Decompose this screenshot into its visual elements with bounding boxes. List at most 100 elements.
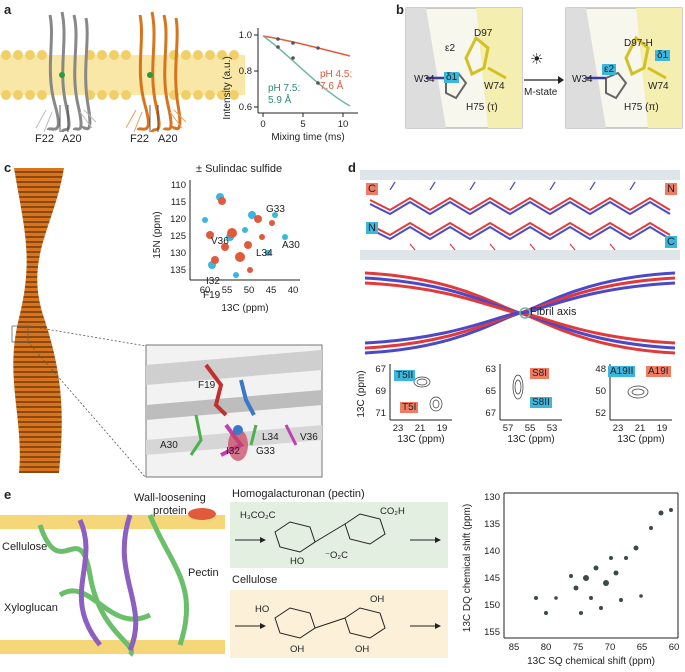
lipid-membrane <box>0 50 245 100</box>
c-xtick-45: 45 <box>266 285 277 296</box>
d-c-top: C <box>366 183 378 195</box>
e-ytick-150: 150 <box>484 600 500 611</box>
d2-label-s8ii: S8II <box>530 397 552 408</box>
d1-xtick-21: 21 <box>415 423 426 434</box>
m-state-label: M-state <box>524 87 558 98</box>
red-decay-curve <box>262 35 351 57</box>
d-c-bottom: C <box>665 236 677 248</box>
d3-ytick-50: 50 <box>595 386 606 397</box>
ph75-label: pH 7.5: 5.9 Å <box>268 83 301 106</box>
zoom-a30: A30 <box>160 440 178 451</box>
d3-xtick-21: 21 <box>635 423 646 434</box>
d1-xtick-19: 19 <box>437 423 448 434</box>
b-right-eps2: ε2 <box>602 64 617 75</box>
zoom-structure <box>145 344 323 478</box>
d3-label-a19i: A19I <box>646 366 671 377</box>
c-xtick-40: 40 <box>288 285 299 296</box>
svg-text:⁻O₂C: ⁻O₂C <box>325 550 348 561</box>
cellulose-label: Cellulose <box>2 541 48 553</box>
homogalacturonan-structure: H₃CO₂C CO₂H HO ⁻O₂C <box>230 502 448 568</box>
zoom-g33: G33 <box>256 446 275 457</box>
c-ytick-130: 130 <box>170 248 186 259</box>
h75-left-structure <box>405 7 523 129</box>
helix-label-f22-orange: F22 <box>130 133 149 145</box>
d3-label-a19ii: A19II <box>608 366 636 377</box>
d1-xlabel: 13C (ppm) <box>397 434 444 445</box>
d2-ytick-65: 65 <box>485 386 496 397</box>
d3-ytick-48: 48 <box>595 364 606 375</box>
c-ylabel: 15N (ppm) <box>152 211 163 258</box>
b-left-d97: D97 <box>474 28 493 39</box>
d3-xtick-23: 23 <box>613 423 624 434</box>
b-right-h75: H75 (π) <box>624 102 659 113</box>
d3-xtick-19: 19 <box>657 423 668 434</box>
d-spectrum-1: 13C (ppm) 67 69 71 23 21 19 13C (ppm) <box>356 364 452 445</box>
d1-ytick-69: 69 <box>375 386 386 397</box>
intensity-chart: Intensity (a.u.) 1.0 0.8 0.6 0 5 10 Mixi… <box>222 28 358 143</box>
b-left-h75: H75 (τ) <box>466 102 498 113</box>
c-ytick-135: 135 <box>170 265 186 276</box>
a-xtick-10: 10 <box>338 119 349 130</box>
peak-g33: G33 <box>266 204 285 215</box>
membrane-helices-diagram <box>0 11 245 133</box>
b-right-delta1: δ1 <box>655 50 671 61</box>
peak-f19: F19 <box>203 290 221 301</box>
d2-ytick-67: 67 <box>485 408 496 419</box>
e-ytick-135: 135 <box>484 519 500 530</box>
c-ytick-125: 125 <box>170 231 186 242</box>
e-xtick-70: 70 <box>605 642 616 653</box>
wall-loosening-protein-label: Wall-loosening protein <box>134 492 206 517</box>
cell-wall-diagram <box>0 508 225 657</box>
svg-text:OH: OH <box>370 594 384 605</box>
cellulose-title: Cellulose <box>232 574 278 586</box>
e-xtick-75: 75 <box>573 642 584 653</box>
e-ytick-155: 155 <box>484 627 500 638</box>
d-spectrum-2: 63 65 67 57 55 53 13C (ppm) <box>485 364 562 445</box>
c-xtick-55: 55 <box>222 285 233 296</box>
c-xtick-50: 50 <box>244 285 255 296</box>
sulindac-title: ± Sulindac sulfide <box>196 163 283 175</box>
d2-ytick-63: 63 <box>485 364 496 375</box>
fibril-ribbon <box>11 168 65 473</box>
cellulose-structure: HO OH OH OH <box>230 590 448 658</box>
e-ytick-140: 140 <box>484 546 500 557</box>
teal-decay-curve <box>262 35 351 107</box>
svg-text:HO: HO <box>290 556 304 567</box>
a-ytick-0.8: 0.8 <box>239 66 252 77</box>
c-xlabel: 13C (ppm) <box>221 303 268 314</box>
gray-helix-bundle <box>46 11 92 133</box>
b-left-eps2: ε2 <box>445 43 456 54</box>
dq-sq-spectrum: 13C DQ chemical shift (ppm) 130 135 140 145… <box>462 492 679 667</box>
d2-xtick-57: 57 <box>503 423 514 434</box>
svg-text:HO: HO <box>255 604 269 615</box>
e-ytick-145: 145 <box>484 573 500 584</box>
e-ylabel: 13C DQ chemical shift (ppm) <box>462 504 473 632</box>
sun-icon: ☀ <box>530 51 544 68</box>
a-ytick-1: 1.0 <box>239 30 252 41</box>
helix-label-f22-gray: F22 <box>35 133 54 145</box>
zoom-v36: V36 <box>300 432 318 443</box>
c-ytick-110: 110 <box>171 180 186 191</box>
peak-i32: I32 <box>206 276 220 287</box>
d2-xlabel: 13C (ppm) <box>507 434 554 445</box>
svg-text:CO₂H: CO₂H <box>380 506 405 517</box>
d1-label-t5i: T5I <box>400 402 419 413</box>
a-ytick-0.6: 0.6 <box>239 102 252 113</box>
fibril-axis-label: Fibril axis <box>530 306 577 318</box>
b-left-w74: W74 <box>484 81 505 92</box>
d3-xlabel: 13C (ppm) <box>617 434 664 445</box>
peak-l34: L34 <box>256 248 273 259</box>
c-ytick-120: 120 <box>170 214 186 225</box>
e-xtick-65: 65 <box>637 642 648 653</box>
d1-ytick-71: 71 <box>375 408 386 419</box>
fibril-strands-top <box>360 170 680 260</box>
zoom-f19: F19 <box>198 380 216 391</box>
panel-b-label: b <box>396 2 404 17</box>
orange-helix-bundle <box>136 11 182 133</box>
d3-ytick-52: 52 <box>595 408 606 419</box>
helix-label-a20-orange: A20 <box>158 133 178 145</box>
c-xtick-60: 60 <box>200 285 211 296</box>
mixing-time-x-label: Mixing time (ms) <box>271 132 344 143</box>
panel-a-label: a <box>4 2 12 17</box>
